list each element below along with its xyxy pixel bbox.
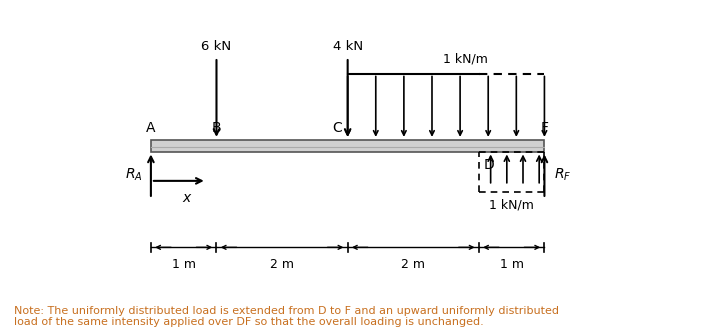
Text: 1 kN/m: 1 kN/m xyxy=(443,53,488,66)
Text: B: B xyxy=(212,121,222,135)
Text: $x$: $x$ xyxy=(182,191,192,205)
Text: 2 m: 2 m xyxy=(401,259,425,272)
Text: C: C xyxy=(332,121,342,135)
Text: 6 kN: 6 kN xyxy=(202,40,232,53)
Text: 2 m: 2 m xyxy=(270,259,294,272)
Text: Note: The uniformly distributed load is extended from D to F and an upward unifo: Note: The uniformly distributed load is … xyxy=(14,306,559,327)
Bar xyxy=(151,140,544,152)
Text: 1 kN/m: 1 kN/m xyxy=(489,199,534,212)
Text: A: A xyxy=(146,121,156,135)
Text: F: F xyxy=(541,121,548,135)
Text: 1 m: 1 m xyxy=(172,259,196,272)
Text: D: D xyxy=(484,158,495,172)
Text: 1 m: 1 m xyxy=(500,259,523,272)
Text: $R_F$: $R_F$ xyxy=(553,167,571,183)
Text: 4 kN: 4 kN xyxy=(332,40,363,53)
Text: $R_A$: $R_A$ xyxy=(125,167,143,183)
